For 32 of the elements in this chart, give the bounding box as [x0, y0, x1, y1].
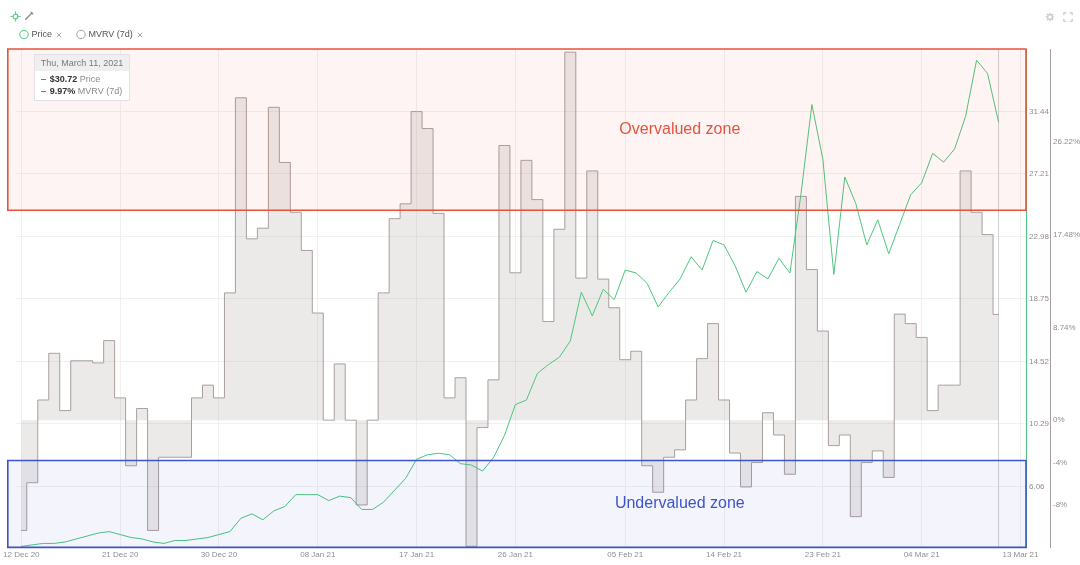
y2-tick-label: 0%	[1053, 415, 1065, 425]
y2-tick-label: -4%	[1053, 457, 1068, 467]
x-tick-label: 08 Jan 21	[300, 550, 336, 560]
y-tick-label: 10.29	[1029, 419, 1050, 429]
band-label: Overvalued zone	[619, 120, 741, 137]
y-tick-label: 6.06	[1029, 481, 1046, 491]
x-tick-label: 04 Mar 21	[903, 550, 941, 560]
legend-label: Price	[31, 28, 71, 39]
band-label: Undervalued zone	[614, 494, 745, 512]
y-tick-label: 31.44	[1029, 106, 1050, 116]
x-tick-label: 17 Jan 21	[399, 550, 435, 560]
x-tick-label: 23 Feb 21	[804, 550, 842, 560]
annotation: $30.72 Price	[49, 73, 101, 85]
y-tick-label: 22.98	[1029, 231, 1050, 241]
y-tick-label: 18.75	[1029, 294, 1050, 304]
x-tick-label: 13 Mar 21	[1002, 550, 1040, 560]
annotation: 9.97% MVRV (7d)	[49, 85, 123, 97]
x-tick-label: 05 Feb 21	[607, 550, 644, 560]
x-tick-label: 14 Feb 21	[706, 550, 743, 560]
x-tick-label: 21 Dec 20	[101, 550, 139, 560]
y2-tick-label: 26.22%	[1053, 137, 1080, 147]
y-tick-label: 27.21	[1029, 169, 1050, 179]
legend-label: MVRV (7d)	[88, 28, 151, 39]
x-tick-label: 12 Dec 20	[3, 550, 41, 560]
y2-tick-label: -8%	[1053, 500, 1068, 510]
x-tick-label: 30 Dec 20	[200, 550, 238, 560]
y-tick-label: 14.52	[1029, 356, 1050, 366]
y2-tick-label: 8.74%	[1053, 322, 1076, 332]
tooltip-panel: Thu, March 11, 2021 $30.72 Price 9.97% MVRV (7d)	[33, 54, 131, 101]
x-tick-label: 26 Jan 21	[497, 550, 534, 560]
y2-tick-label: 17.48%	[1053, 229, 1080, 239]
annotation: Thu, March 11, 2021	[34, 55, 130, 71]
